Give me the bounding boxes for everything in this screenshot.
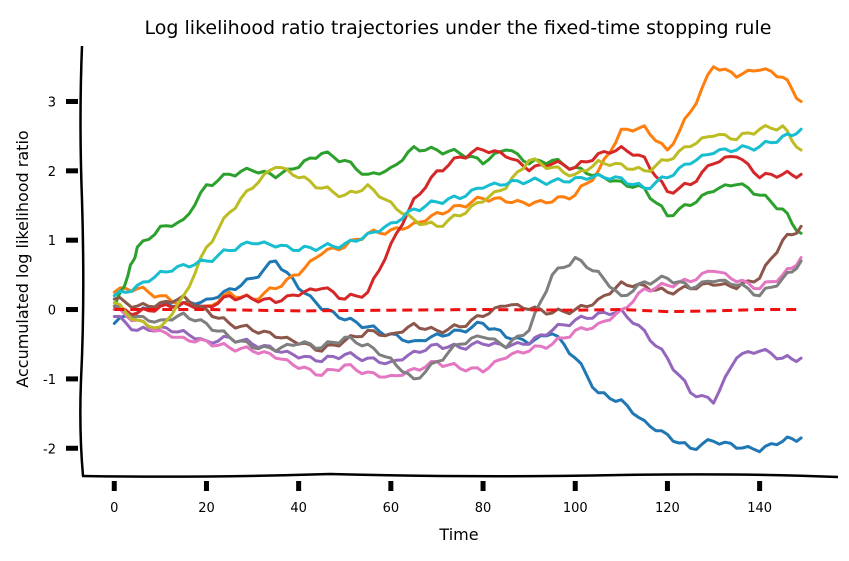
x-tick-label: 120 [655,501,680,516]
x-tick-label: 140 [747,501,772,516]
reference-line [114,307,802,314]
x-ticks: 0 20 40 60 80 100 120 140 [110,481,772,516]
series-line [112,127,803,298]
y-tick-label: 2 [48,165,56,180]
series-line [112,308,803,405]
x-tick-label: 100 [563,501,588,516]
y-tick-label: 0 [48,304,56,319]
series-line [112,256,803,381]
y-tick-label: 1 [48,234,56,249]
series-line [112,145,803,317]
y-axis-label: Accumulated log likelihood ratio [13,130,32,387]
series-line [112,65,803,310]
x-tick-label: 60 [383,501,400,516]
y-tick-label: 3 [48,95,56,110]
x-axis-label: Time [438,525,478,544]
series-line [112,259,803,454]
x-tick-label: 0 [110,501,118,516]
y-tick-label: -1 [43,373,56,388]
x-axis-spine [81,472,839,479]
series-line [112,145,803,311]
y-tick-label: -2 [43,442,56,457]
x-tick-label: 20 [198,501,215,516]
series-group [112,65,803,454]
y-axis-spine [79,45,85,477]
y-ticks: -2 -1 0 1 2 3 [43,95,78,457]
x-tick-label: 80 [475,501,492,516]
chart-title: Log likelihood ratio trajectories under … [145,17,772,39]
series-line [112,124,803,330]
x-tick-label: 40 [290,501,307,516]
series-line [112,256,803,379]
